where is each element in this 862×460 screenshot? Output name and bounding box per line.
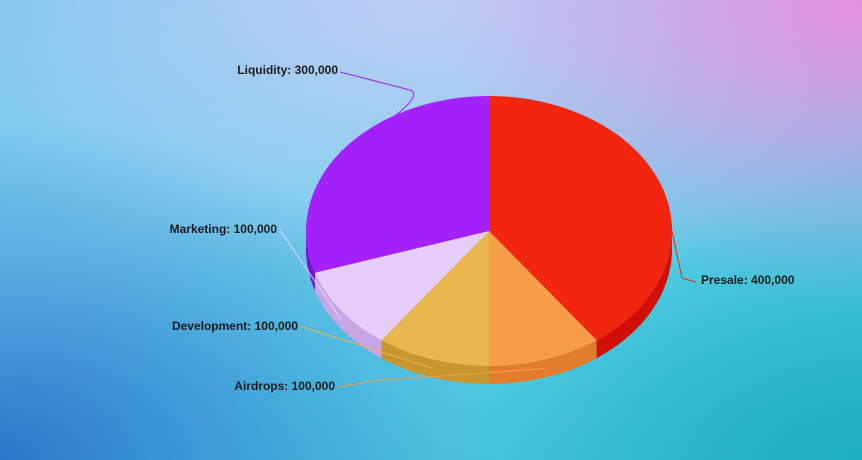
pie-slice-liquidity[interactable] (306, 96, 489, 273)
slice-label-presale: Presale: 400,000 (701, 273, 795, 287)
slice-label-liquidity: Liquidity: 300,000 (237, 63, 338, 77)
label-connectors (279, 71, 697, 388)
pie-slice-side-presale (596, 231, 672, 359)
slice-label-airdrops: Airdrops: 100,000 (234, 379, 335, 393)
pie-slice-development[interactable] (381, 231, 489, 366)
pie-slice-side-development (381, 340, 489, 384)
connector-presale (662, 189, 697, 283)
connector-liquidity (339, 71, 415, 153)
pie-slice-side-marketing (314, 272, 382, 359)
pie-slice-airdrops[interactable] (489, 231, 597, 366)
pie-slice-side-airdrops (489, 340, 597, 384)
pie-slice-sides (306, 231, 672, 384)
pie-slice-marketing[interactable] (314, 231, 489, 341)
slice-label-development: Development: 100,000 (172, 319, 298, 333)
connector-marketing (279, 229, 342, 320)
pie-slice-presale[interactable] (489, 96, 672, 341)
pie-slices (306, 96, 672, 366)
pie-slice-side-liquidity (306, 231, 315, 291)
connector-airdrops (337, 367, 546, 388)
slice-labels: Presale: 400,000 Airdrops: 100,000 Develop… (170, 63, 795, 393)
slice-label-marketing: Marketing: 100,000 (170, 222, 278, 236)
connector-development (299, 325, 433, 369)
